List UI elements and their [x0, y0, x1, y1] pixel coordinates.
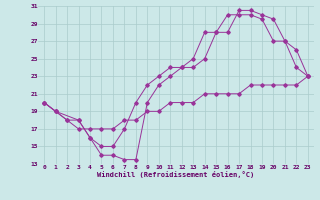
- X-axis label: Windchill (Refroidissement éolien,°C): Windchill (Refroidissement éolien,°C): [97, 171, 255, 178]
